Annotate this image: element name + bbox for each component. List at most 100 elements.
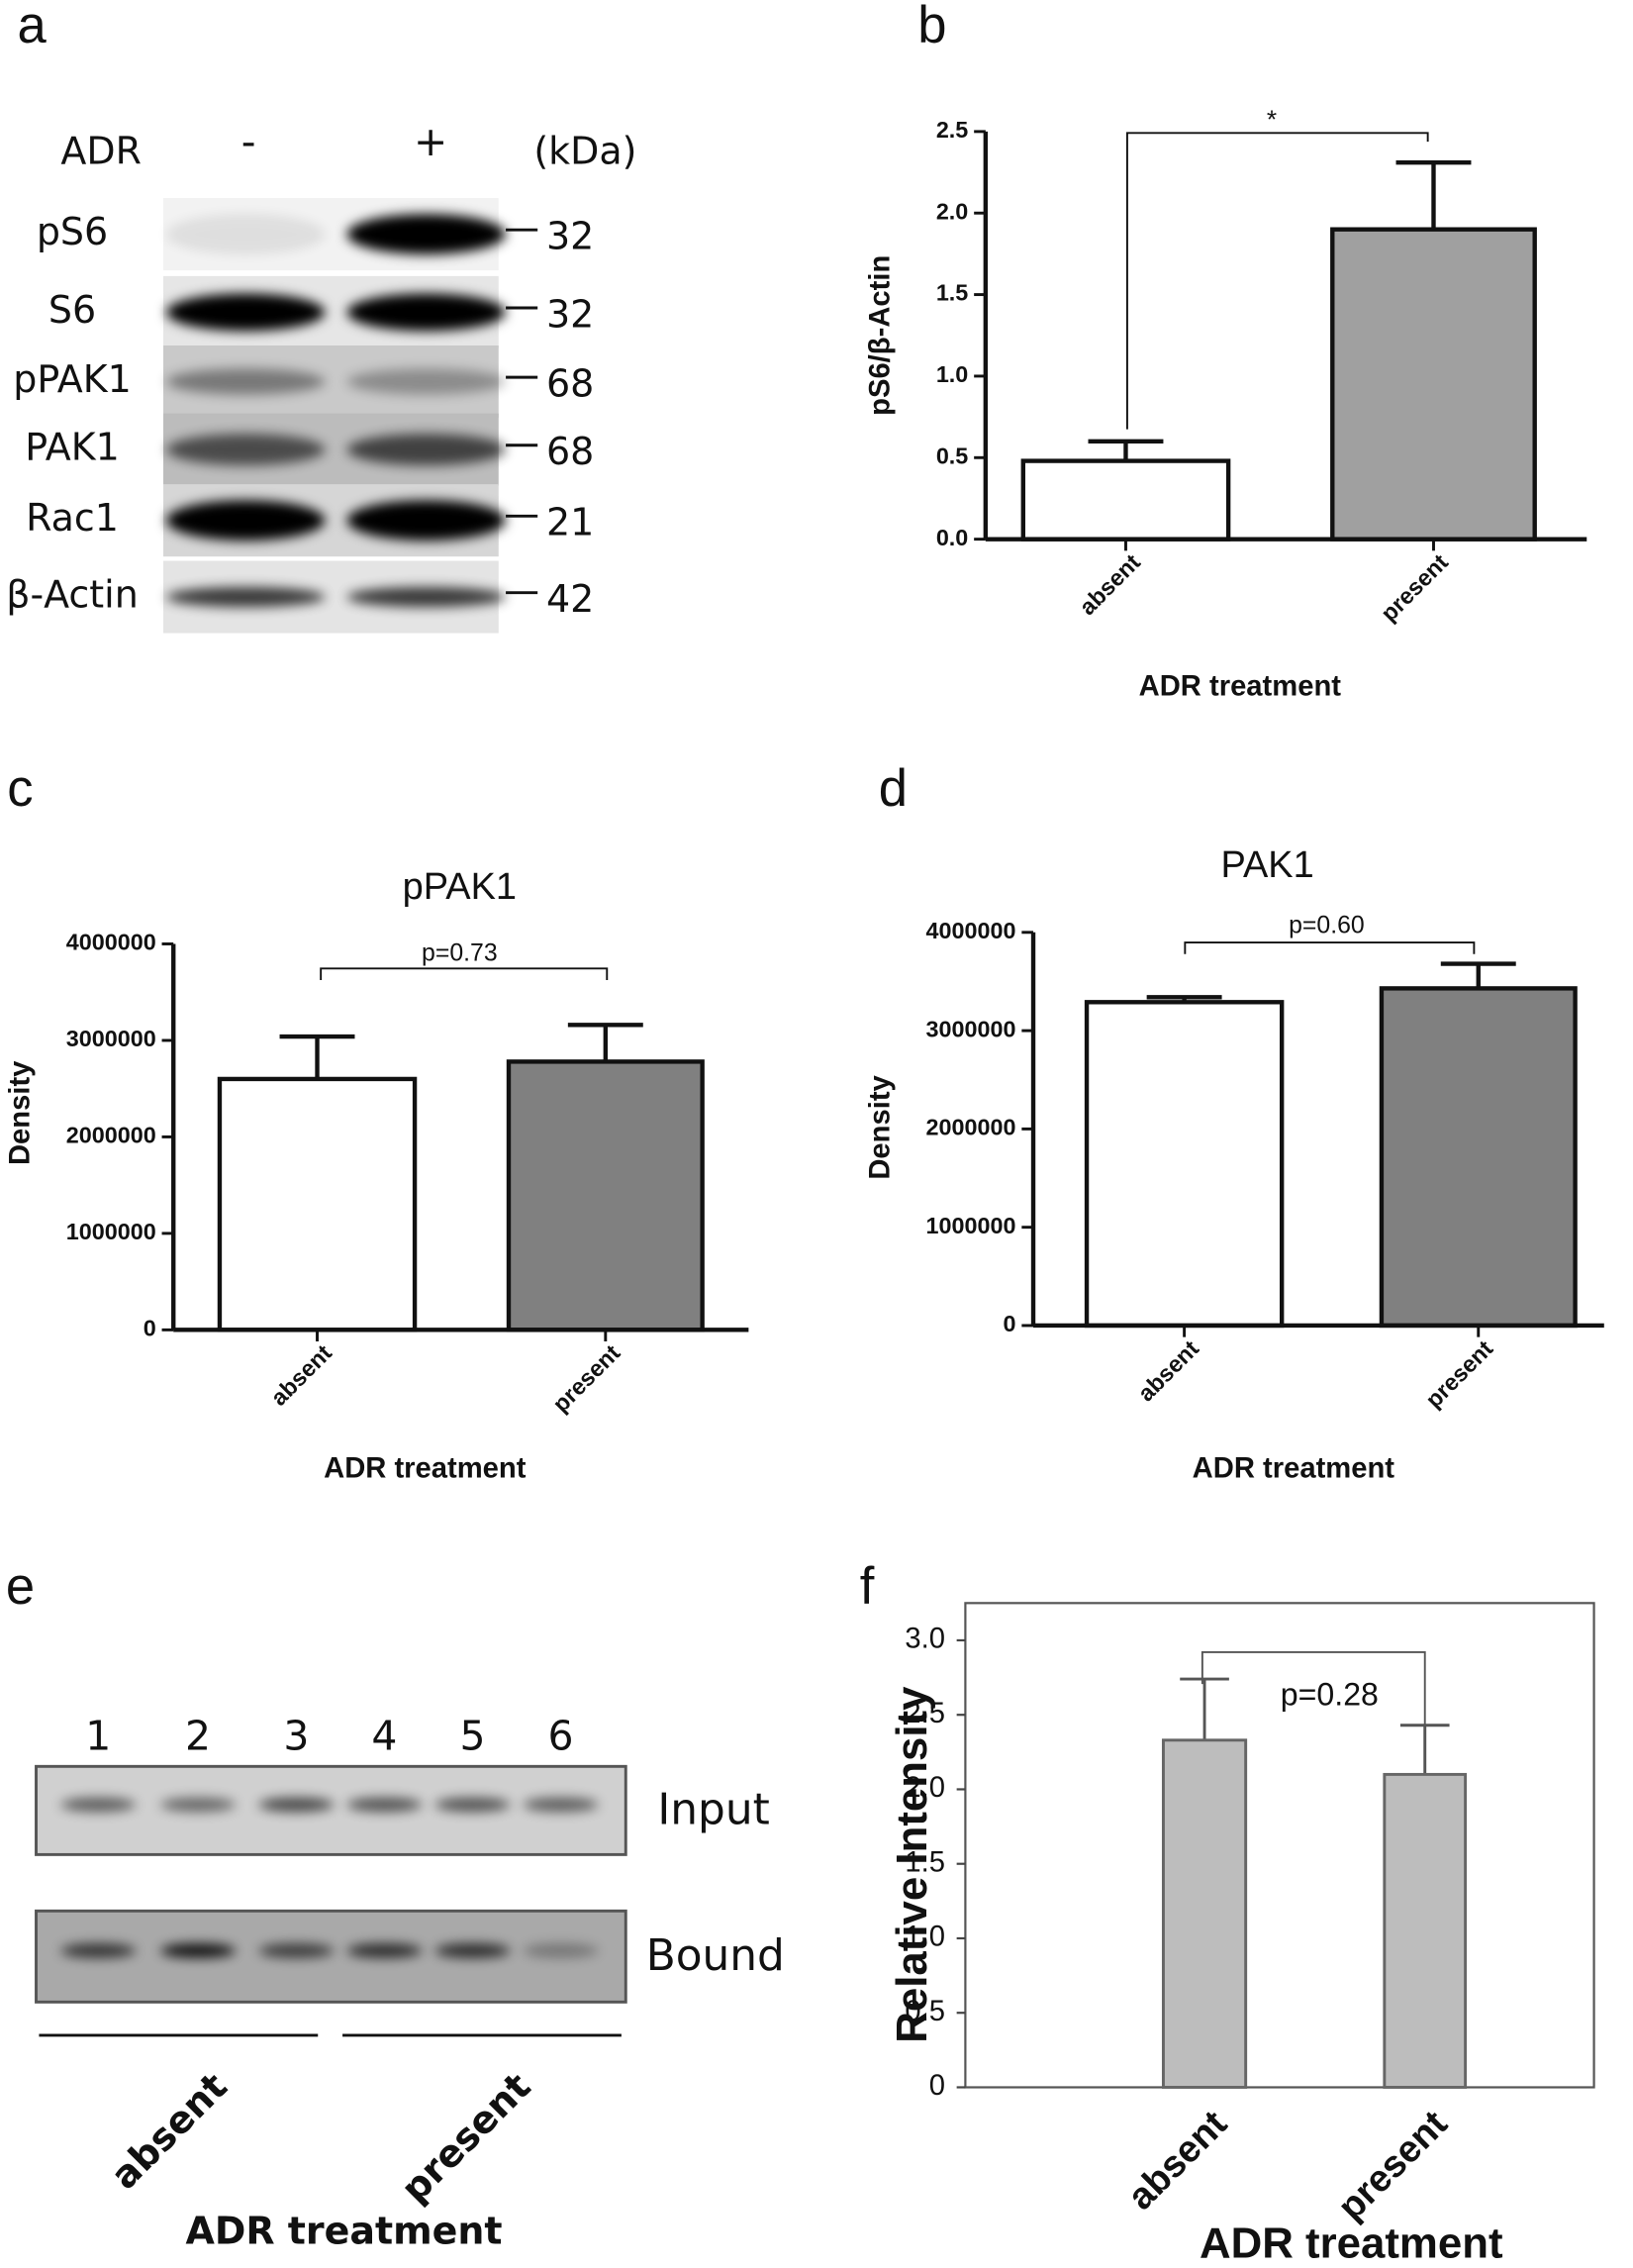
y-tick-label: 1.5 (905, 1846, 945, 1878)
panel-label: b (917, 0, 946, 54)
x-tick-label: present (1376, 548, 1453, 626)
band (165, 434, 326, 466)
bracket (320, 967, 609, 980)
kda: 68 (546, 361, 594, 405)
y-tick-label: 4000000 (66, 930, 156, 955)
y-tick-label: 3000000 (926, 1016, 1016, 1041)
band (258, 1797, 335, 1813)
chart-title: pPAK1 (403, 866, 517, 908)
band (346, 434, 507, 466)
band (346, 368, 507, 395)
y-tick-label: 3.0 (905, 1624, 945, 1655)
x-axis-label: ADR treatment (324, 1453, 527, 1485)
blot-a: ADR - + (kDa) pS6 32 S6 32 pPAK1 68 PAK1 68 Rac1 21 β-… (6, 118, 636, 634)
annotation: p=0.60 (1289, 913, 1365, 939)
row-label: Rac1 (26, 496, 119, 540)
band (60, 1797, 137, 1813)
bracket (1184, 941, 1476, 954)
band (258, 1943, 335, 1958)
x-tick-label: absent (1120, 2103, 1235, 2218)
x-tick-label: present (1330, 2103, 1456, 2228)
bar (217, 1076, 418, 1332)
x-tick-label: present (547, 1339, 624, 1417)
lane-header: ADR (60, 129, 142, 172)
panel-label: c (7, 759, 33, 818)
y-tick-label: 0.5 (905, 1996, 945, 2027)
y-tick-label: 2.0 (905, 1772, 945, 1804)
band (60, 1943, 137, 1958)
band (165, 214, 326, 254)
band (346, 1943, 423, 1958)
row-label: Bound (646, 1930, 785, 1981)
blot-strip (35, 1764, 627, 1856)
x-tick-label: present (1420, 1335, 1497, 1413)
annotation: * (1267, 105, 1277, 135)
chart-title: PAK1 (1220, 844, 1313, 886)
row-label: pS6 (37, 210, 108, 253)
band (346, 214, 507, 254)
band (165, 586, 326, 608)
chart: 0.0 0.5 1.0 1.5 2.0 2.5 absent present * pS6/β-Ac… (864, 105, 1587, 703)
x-axis-label: ADR treatment (1193, 1453, 1395, 1485)
bar (1383, 1772, 1468, 2089)
x-axis-label: ADR treatment (185, 2209, 502, 2252)
band (523, 1797, 599, 1813)
lane-label: 6 (548, 1713, 574, 1760)
band (160, 1943, 237, 1958)
band (165, 293, 326, 332)
band (346, 293, 507, 332)
lane-label: - (241, 118, 256, 165)
row-label: β-Actin (6, 573, 139, 617)
chart: 0 0.5 1.0 1.5 2.0 2.5 3.0 absent present p=0.28 Re… (888, 1602, 1595, 2268)
y-tick-label: 2.5 (905, 1698, 945, 1729)
annotation: p=0.73 (422, 939, 498, 966)
plot-frame (964, 1602, 1595, 2089)
lane-label: 3 (283, 1713, 309, 1760)
y-tick-label: 1.0 (936, 361, 968, 387)
y-tick-label: 1000000 (926, 1213, 1016, 1238)
band (165, 500, 326, 542)
band (160, 1797, 237, 1813)
row-label: pPAK1 (13, 357, 132, 401)
bar (1379, 986, 1578, 1329)
lane-label: 4 (371, 1713, 397, 1760)
band (346, 586, 507, 608)
panel-label: e (6, 1557, 35, 1616)
bar (1020, 458, 1231, 542)
y-tick-label: 2.0 (936, 198, 968, 224)
kda: 32 (546, 214, 594, 257)
group-label: absent (102, 2064, 236, 2198)
x-axis-label: ADR treatment (1200, 2219, 1503, 2268)
lane-label: 5 (459, 1713, 485, 1760)
group-label: present (393, 2064, 539, 2211)
x-tick-label: absent (1133, 1335, 1204, 1407)
y-tick-label: 3000000 (66, 1026, 156, 1051)
y-tick-label: 2000000 (66, 1123, 156, 1148)
band (434, 1943, 511, 1958)
annotation: p=0.28 (1281, 1677, 1379, 1713)
y-tick-label: 0.5 (936, 443, 968, 468)
y-tick-label: 1.0 (905, 1922, 945, 1953)
kda: 32 (546, 292, 594, 336)
y-axis-label: Density (5, 1060, 37, 1165)
chart: 0 1000000 2000000 3000000 4000000 absent prese… (864, 844, 1604, 1485)
chart: 0 1000000 2000000 3000000 4000000 absent prese… (5, 866, 749, 1485)
x-tick-label: absent (1074, 548, 1145, 620)
y-tick-label: 4000000 (926, 918, 1016, 943)
kda: 21 (546, 501, 594, 544)
blot-strip (35, 1909, 627, 2004)
row-label: Input (657, 1784, 769, 1834)
band (434, 1797, 511, 1813)
panel-label: f (860, 1557, 875, 1616)
panel-label: d (879, 759, 908, 818)
bar (1084, 1000, 1285, 1329)
panel-label: a (18, 0, 48, 54)
y-tick-label: 2000000 (926, 1115, 1016, 1140)
bracket (1125, 132, 1429, 430)
bracket (1201, 1651, 1426, 1727)
band (346, 500, 507, 542)
kda: 42 (546, 577, 594, 621)
y-axis-label: pS6/β-Actin (864, 255, 896, 416)
x-tick-label: absent (265, 1339, 336, 1411)
